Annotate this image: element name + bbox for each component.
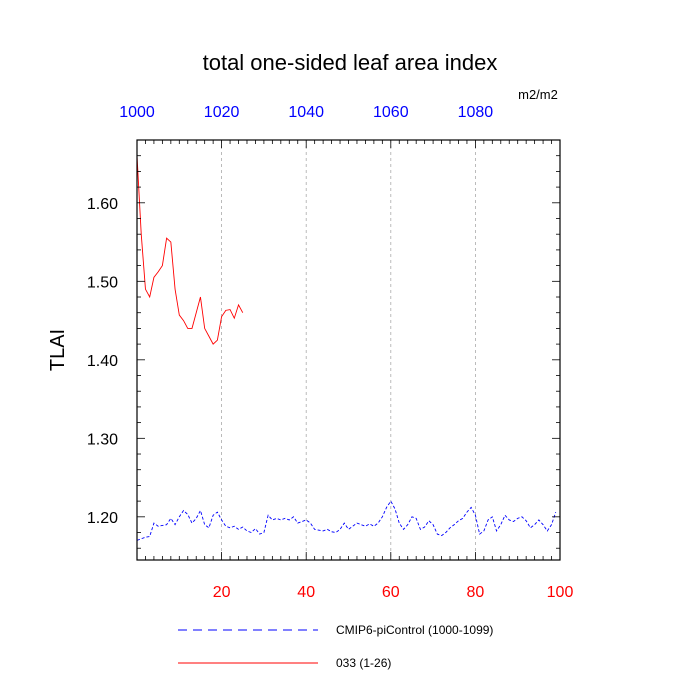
x-tick-label-top: 1000 — [119, 104, 155, 121]
axis-ticks — [136, 139, 561, 560]
y-tick-label-left: 1.50 — [87, 274, 118, 291]
x-tick-label-bottom: 100 — [547, 584, 574, 601]
units-label: m2/m2 — [518, 87, 558, 102]
legend-label-033: 033 (1-26) — [336, 656, 391, 670]
y-tick-label-left: 1.60 — [87, 196, 118, 213]
series-line-1 — [136, 155, 244, 345]
y-tick-label-left: 1.40 — [87, 353, 118, 370]
plot-frame — [136, 139, 561, 561]
legend-label-piControl: CMIP6-piControl (1000-1099) — [336, 623, 493, 637]
x-tick-label-top: 1040 — [288, 104, 324, 121]
x-tick-label-bottom: 80 — [467, 584, 485, 601]
x-tick-label-bottom: 40 — [297, 584, 315, 601]
x-tick-label-top: 1020 — [204, 104, 240, 121]
x-tick-label-top: 1080 — [458, 104, 494, 121]
y-tick-label-left: 1.30 — [87, 431, 118, 448]
x-tick-label-bottom: 20 — [213, 584, 231, 601]
legend: CMIP6-piControl (1000-1099) 033 (1-26) — [178, 623, 493, 670]
x-tick-label-top: 1060 — [373, 104, 409, 121]
series-line-0 — [136, 500, 557, 541]
series-layer — [136, 155, 557, 541]
y-axis-label: TLAI — [47, 329, 69, 371]
chart-title: total one-sided leaf area index — [203, 50, 498, 75]
x-tick-label-bottom: 60 — [382, 584, 400, 601]
grid-lines — [221, 140, 476, 560]
y-tick-label-left: 1.20 — [87, 510, 118, 527]
axis-tick-labels: 20 40 60 80 100 1000 1020 1040 1060 1080 1.20 1.30 1… — [87, 104, 574, 601]
